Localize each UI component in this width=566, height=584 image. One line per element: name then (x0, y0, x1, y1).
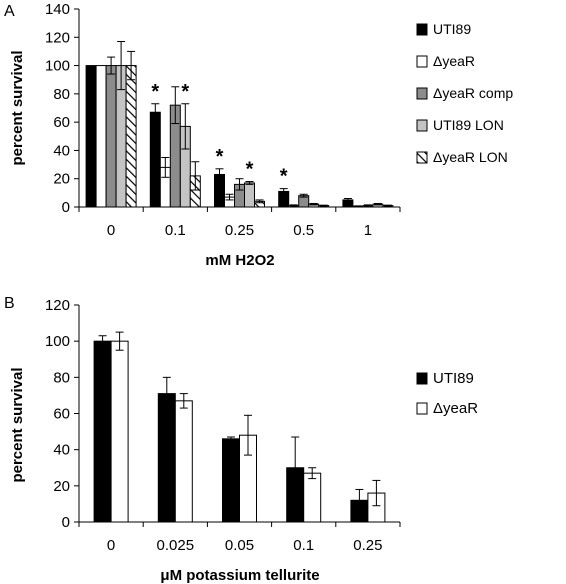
y-axis-label-b: percent survival (9, 367, 26, 482)
x-tick-label-a: 0 (107, 222, 115, 239)
legend-label-a: UTI89 LON (433, 117, 504, 133)
x-tick-label-b: 0.025 (157, 537, 195, 554)
legend-label-a: ΔyeaR (433, 53, 475, 69)
legend-a: UTI89 ΔyeaR ΔyeaR comp UTI89 LON ΔyeaR LON (416, 21, 513, 165)
bar-b (157, 393, 176, 523)
x-tick-label-b: 0.25 (353, 537, 382, 554)
y-tick-label-b: 60 (53, 406, 70, 423)
legend-label-a: ΔyeaR LON (433, 149, 508, 165)
legend-swatch-a (416, 87, 428, 100)
significance-mark-a: * (181, 81, 189, 103)
bar-b (222, 438, 240, 523)
x-tick-label-b: 0 (107, 537, 115, 554)
y-tick-label-a: 100 (45, 58, 70, 75)
legend-b: UTI89 ΔyeaR (416, 370, 478, 417)
axes-b: 0 20 40 60 80 100 120 0 0.025 0.05 0.1 0.25 (45, 297, 401, 554)
bar-a (95, 65, 107, 208)
bar-a (125, 65, 137, 208)
significance-mark-a: * (280, 166, 288, 188)
x-axis-label-b: μM potassium tellurite (160, 567, 319, 584)
y-tick-label-a: 80 (53, 86, 70, 103)
y-tick-label-a: 40 (53, 142, 70, 159)
bar-b (110, 340, 129, 523)
legend-swatch-b (416, 402, 428, 415)
legend-label-a: ΔyeaR comp (433, 85, 513, 101)
y-tick-label-a: 60 (53, 114, 70, 131)
significance-mark-a: * (151, 81, 159, 103)
legend-label-b: UTI89 (433, 370, 474, 387)
chart-panel-b: B percent survival μM potassium tellurit… (4, 295, 478, 584)
legend-label-b: ΔyeaR (433, 400, 478, 417)
x-tick-label-a: 1 (364, 222, 372, 239)
panel-label-a: A (4, 3, 15, 20)
bars-b (93, 331, 386, 523)
bar-a (85, 65, 97, 208)
legend-swatch-a (416, 119, 428, 132)
y-tick-label-b: 80 (53, 369, 70, 386)
y-tick-label-a: 120 (45, 29, 70, 46)
bar-b (303, 472, 322, 523)
bar-b (174, 400, 193, 523)
x-tick-label-a: 0.1 (165, 222, 186, 239)
x-tick-label-a: 0.25 (225, 222, 254, 239)
legend-swatch-a (416, 55, 428, 68)
x-tick-label-a: 0.5 (293, 222, 314, 239)
y-axis-label-a: percent survival (9, 50, 26, 165)
y-tick-label-b: 0 (62, 514, 70, 531)
legend-swatch-a (416, 23, 428, 36)
x-tick-label-b: 0.05 (225, 537, 254, 554)
bar-b (93, 340, 112, 523)
y-tick-label-b: 100 (45, 333, 70, 350)
legend-swatch-a (416, 151, 428, 164)
y-tick-label-b: 120 (45, 297, 70, 314)
y-tick-label-a: 0 (62, 199, 70, 216)
bar-a (244, 182, 255, 208)
legend-swatch-b (416, 372, 428, 385)
x-tick-label-b: 0.1 (293, 537, 314, 554)
chart-panel-a: A percent survival mM H2O2 0 20 40 60 80 100 1… (4, 1, 513, 269)
significance-mark-a: * (216, 146, 224, 168)
panel-label-b: B (4, 295, 15, 312)
x-axis-label-a: mM H2O2 (205, 252, 274, 269)
bars-a: * * * * * (85, 41, 394, 208)
legend-label-a: UTI89 (433, 21, 471, 37)
bar-a (105, 65, 117, 208)
y-tick-label-b: 20 (53, 478, 70, 495)
bar-a (149, 111, 161, 208)
y-tick-label-a: 20 (53, 171, 70, 188)
y-tick-label-a: 140 (45, 1, 70, 18)
y-tick-label-b: 40 (53, 442, 70, 459)
significance-mark-a: * (246, 159, 254, 181)
